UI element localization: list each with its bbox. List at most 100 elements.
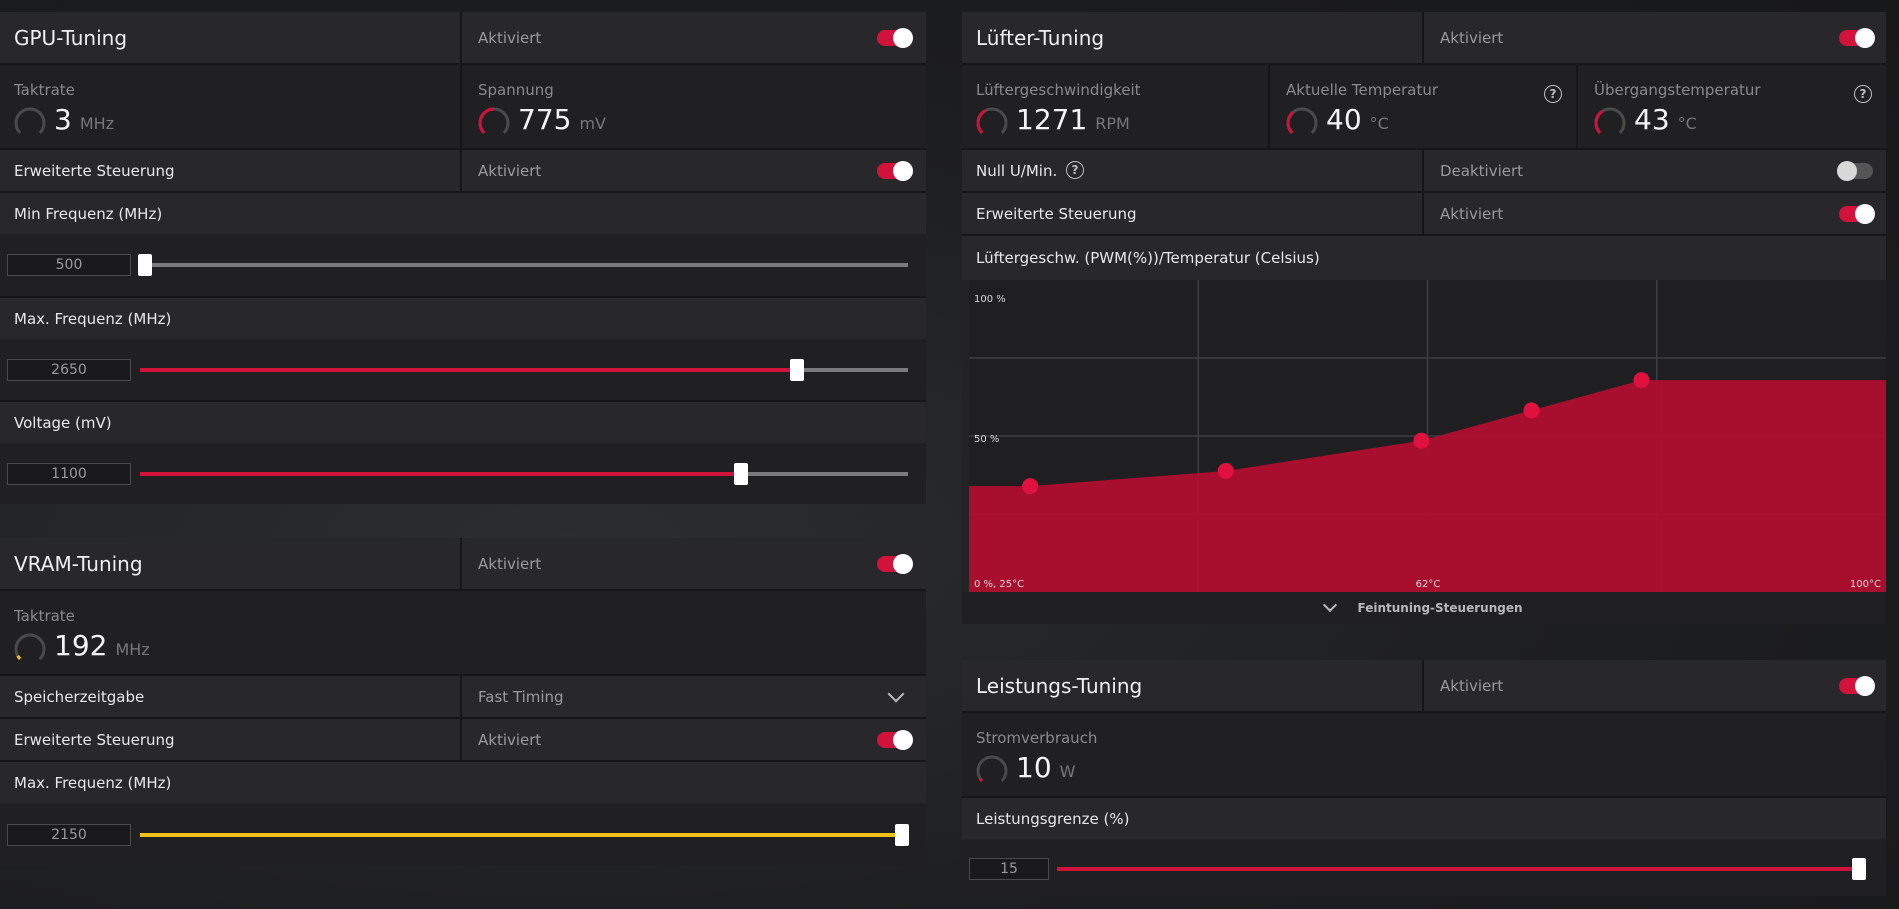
- vram-advanced-toggle[interactable]: [877, 729, 913, 750]
- gpu-max-freq-thumb[interactable]: [790, 359, 804, 381]
- vram-clock-label: Taktrate: [14, 607, 75, 625]
- gpu-voltage-input[interactable]: 1100: [7, 463, 131, 485]
- gpu-tuning-title: GPU-Tuning: [14, 25, 128, 50]
- gpu-min-freq-slider[interactable]: [138, 254, 908, 276]
- gpu-tuning-header: GPU-Tuning Aktiviert: [0, 12, 926, 63]
- fan-curve-title: Lüftergeschw. (PWM(%))/Temperatur (Celsi…: [976, 249, 1320, 267]
- gpu-min-freq-slider-row: 500: [0, 235, 926, 296]
- chevron-down-icon[interactable]: [1323, 597, 1338, 613]
- fan-tuning-header: Lüfter-Tuning Aktiviert: [962, 12, 1886, 63]
- gpu-min-freq-row: Min Frequenz (MHz): [0, 193, 926, 234]
- fan-tuning-title: Lüfter-Tuning: [976, 25, 1105, 50]
- fan-curve-chart[interactable]: 100 % 50 % 0 %, 25°C 62°C 100°C: [969, 280, 1886, 592]
- fan-curve-point-5[interactable]: [1633, 372, 1650, 389]
- power-tuning-header: Leistungs-Tuning Aktiviert: [962, 660, 1886, 711]
- fan-chart-x-mid-label: 62°C: [1416, 579, 1441, 590]
- zero-rpm-status: Deaktiviert: [1440, 161, 1524, 180]
- gpu-voltage-slider-row: Voltage (mV): [0, 402, 926, 443]
- gpu-max-freq-slider[interactable]: [140, 359, 908, 381]
- gpu-advanced-row: Erweiterte Steuerung Aktiviert: [0, 150, 926, 191]
- gpu-voltage-thumb[interactable]: [734, 463, 748, 485]
- power-tuning-toggle[interactable]: [1839, 675, 1875, 696]
- fan-curve-point-1[interactable]: [1022, 478, 1039, 495]
- gpu-min-freq-label: Min Frequenz (MHz): [14, 204, 163, 223]
- fan-chart-y-mid-label: 50 %: [974, 434, 999, 445]
- gpu-tuning-panel: GPU-Tuning Aktiviert Taktrate 3 MHz Spann…: [0, 12, 926, 504]
- help-icon[interactable]: ?: [1544, 85, 1562, 103]
- gpu-max-freq-input[interactable]: 2650: [7, 359, 131, 381]
- fan-speed-label: Lüftergeschwindigkeit: [976, 81, 1141, 99]
- gpu-advanced-toggle[interactable]: [877, 160, 913, 181]
- fan-chart-y-top-label: 100 %: [974, 294, 1006, 305]
- vram-advanced-status: Aktiviert: [478, 730, 542, 749]
- vram-advanced-label: Erweiterte Steuerung: [14, 730, 175, 749]
- fan-advanced-row: Erweiterte Steuerung Aktiviert: [962, 193, 1886, 234]
- zero-rpm-row: Null U/Min. ? Deaktiviert: [962, 150, 1886, 191]
- gpu-max-freq-label: Max. Frequenz (MHz): [14, 309, 172, 328]
- help-icon[interactable]: ?: [1066, 161, 1084, 179]
- gpu-metrics-row: Taktrate 3 MHz Spannung 775 mV: [0, 65, 926, 148]
- vram-max-freq-input[interactable]: 2150: [7, 824, 131, 846]
- gpu-voltage-slider-label: Voltage (mV): [14, 413, 112, 432]
- current-temp-gauge: [1286, 107, 1318, 139]
- gpu-min-freq-thumb[interactable]: [138, 254, 152, 276]
- vram-max-freq-thumb[interactable]: [895, 824, 909, 846]
- power-limit-thumb[interactable]: [1852, 858, 1866, 880]
- gpu-voltage-slider-area: 1100: [0, 443, 926, 504]
- gpu-voltage-slider[interactable]: [140, 463, 908, 485]
- gpu-min-freq-input[interactable]: 500: [7, 254, 131, 276]
- fan-chart-x-left-label: 0 %, 25°C: [974, 579, 1024, 590]
- fan-curve-point-3[interactable]: [1413, 432, 1430, 449]
- power-limit-slider-row: 15: [962, 840, 1886, 896]
- power-consumption-gauge: [976, 755, 1008, 787]
- vram-timing-row: Speicherzeitgabe Fast Timing: [0, 676, 926, 717]
- fan-tuning-panel: Lüfter-Tuning Aktiviert Lüftergeschwindi…: [962, 12, 1886, 624]
- gpu-voltage-gauge: [478, 107, 510, 139]
- power-tuning-status: Aktiviert: [1440, 676, 1504, 695]
- fan-advanced-toggle[interactable]: [1839, 203, 1875, 224]
- fine-tune-label[interactable]: Feintuning-Steuerungen: [1357, 601, 1523, 615]
- vram-max-freq-slider[interactable]: [140, 824, 909, 846]
- power-metrics-row: Stromverbrauch 10 W: [962, 713, 1886, 796]
- vram-timing-label: Speicherzeitgabe: [14, 687, 145, 706]
- current-temp-value: 40 °C: [1326, 103, 1389, 136]
- fan-metrics-row: Lüftergeschwindigkeit 1271 RPM Aktuelle T…: [962, 65, 1886, 148]
- fan-curve-point-2[interactable]: [1217, 462, 1234, 479]
- fan-tuning-toggle[interactable]: [1839, 27, 1875, 48]
- power-limit-input[interactable]: 15: [969, 858, 1049, 880]
- fan-speed-value: 1271 RPM: [1016, 103, 1130, 136]
- fan-tuning-status: Aktiviert: [1440, 28, 1504, 47]
- power-limit-slider[interactable]: [1057, 858, 1866, 880]
- vram-max-freq-label: Max. Frequenz (MHz): [14, 773, 172, 792]
- fan-advanced-status: Aktiviert: [1440, 204, 1504, 223]
- gpu-tuning-status: Aktiviert: [478, 28, 542, 47]
- vram-max-freq-slider-row: 2150: [0, 804, 926, 866]
- vram-tuning-panel: VRAM-Tuning Aktiviert Taktrate 192 MHz Sp…: [0, 538, 926, 866]
- vram-timing-select[interactable]: Fast Timing: [478, 687, 564, 706]
- vram-clock-gauge: [14, 633, 46, 665]
- gpu-clock-value: 3 MHz: [54, 103, 115, 136]
- power-tuning-panel: Leistungs-Tuning Aktiviert Stromverbrauc…: [962, 660, 1886, 896]
- fan-curve-point-4[interactable]: [1523, 402, 1540, 419]
- junction-temp-gauge: [1594, 107, 1626, 139]
- fan-curve-area: [969, 380, 1886, 592]
- vram-advanced-row: Erweiterte Steuerung Aktiviert: [0, 719, 926, 760]
- chevron-down-icon[interactable]: [887, 685, 905, 703]
- current-temp-label: Aktuelle Temperatur: [1286, 81, 1439, 99]
- zero-rpm-toggle[interactable]: [1837, 160, 1873, 181]
- vram-tuning-status: Aktiviert: [478, 554, 542, 573]
- gpu-clock-label: Taktrate: [14, 81, 75, 99]
- help-icon[interactable]: ?: [1854, 85, 1872, 103]
- gpu-advanced-status: Aktiviert: [478, 161, 542, 180]
- fan-chart-x-right-label: 100°C: [1850, 579, 1881, 590]
- gpu-tuning-toggle[interactable]: [877, 27, 913, 48]
- vram-tuning-title: VRAM-Tuning: [14, 551, 143, 576]
- gpu-max-freq-row: Max. Frequenz (MHz): [0, 298, 926, 339]
- gpu-max-freq-slider-row: 2650: [0, 339, 926, 400]
- gpu-advanced-label: Erweiterte Steuerung: [14, 161, 175, 180]
- gpu-voltage-label: Spannung: [478, 81, 554, 99]
- fine-tune-row[interactable]: Feintuning-Steuerungen: [962, 592, 1886, 624]
- vram-max-freq-row: Max. Frequenz (MHz): [0, 762, 926, 803]
- vram-tuning-toggle[interactable]: [877, 553, 913, 574]
- fan-advanced-label: Erweiterte Steuerung: [976, 204, 1137, 223]
